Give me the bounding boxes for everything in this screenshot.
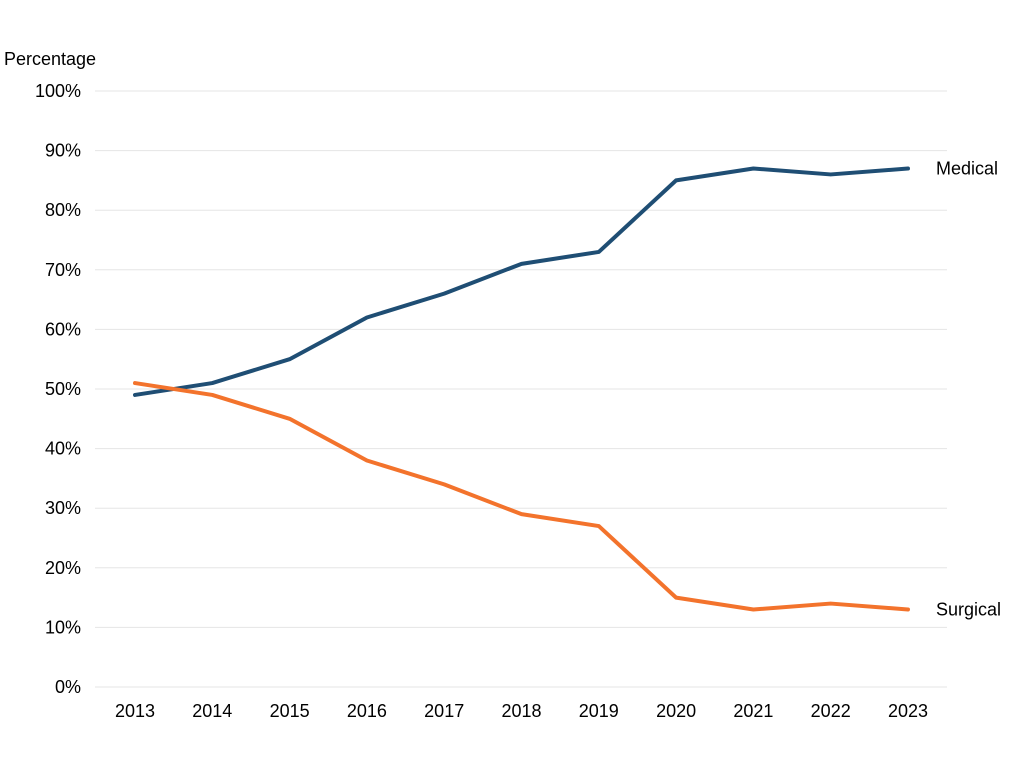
y-tick-label: 20% xyxy=(45,558,81,578)
x-tick-label: 2014 xyxy=(192,701,232,721)
series-label-surgical: Surgical xyxy=(936,600,1001,620)
y-tick-label: 60% xyxy=(45,319,81,339)
series-line-surgical xyxy=(133,381,910,612)
x-tick-label: 2017 xyxy=(424,701,464,721)
x-tick-label: 2023 xyxy=(888,701,928,721)
x-tick-label: 2016 xyxy=(347,701,387,721)
y-tick-label: 30% xyxy=(45,498,81,518)
y-tick-label: 70% xyxy=(45,260,81,280)
x-tick-label: 2015 xyxy=(270,701,310,721)
y-tick-label: 80% xyxy=(45,200,81,220)
y-tick-label: 0% xyxy=(55,677,81,697)
y-tick-label: 10% xyxy=(45,617,81,637)
x-tick-label: 2019 xyxy=(579,701,619,721)
x-tick-label: 2020 xyxy=(656,701,696,721)
axis-title: Percentage xyxy=(4,49,96,69)
y-tick-label: 40% xyxy=(45,439,81,459)
y-tick-label: 50% xyxy=(45,379,81,399)
series-label-medical: Medical xyxy=(936,158,998,178)
x-tick-label: 2021 xyxy=(733,701,773,721)
y-tick-label: 100% xyxy=(35,81,81,101)
x-tick-label: 2018 xyxy=(501,701,541,721)
series-line-medical xyxy=(133,166,910,397)
y-tick-label: 90% xyxy=(45,141,81,161)
x-tick-label: 2013 xyxy=(115,701,155,721)
x-tick-label: 2022 xyxy=(811,701,851,721)
